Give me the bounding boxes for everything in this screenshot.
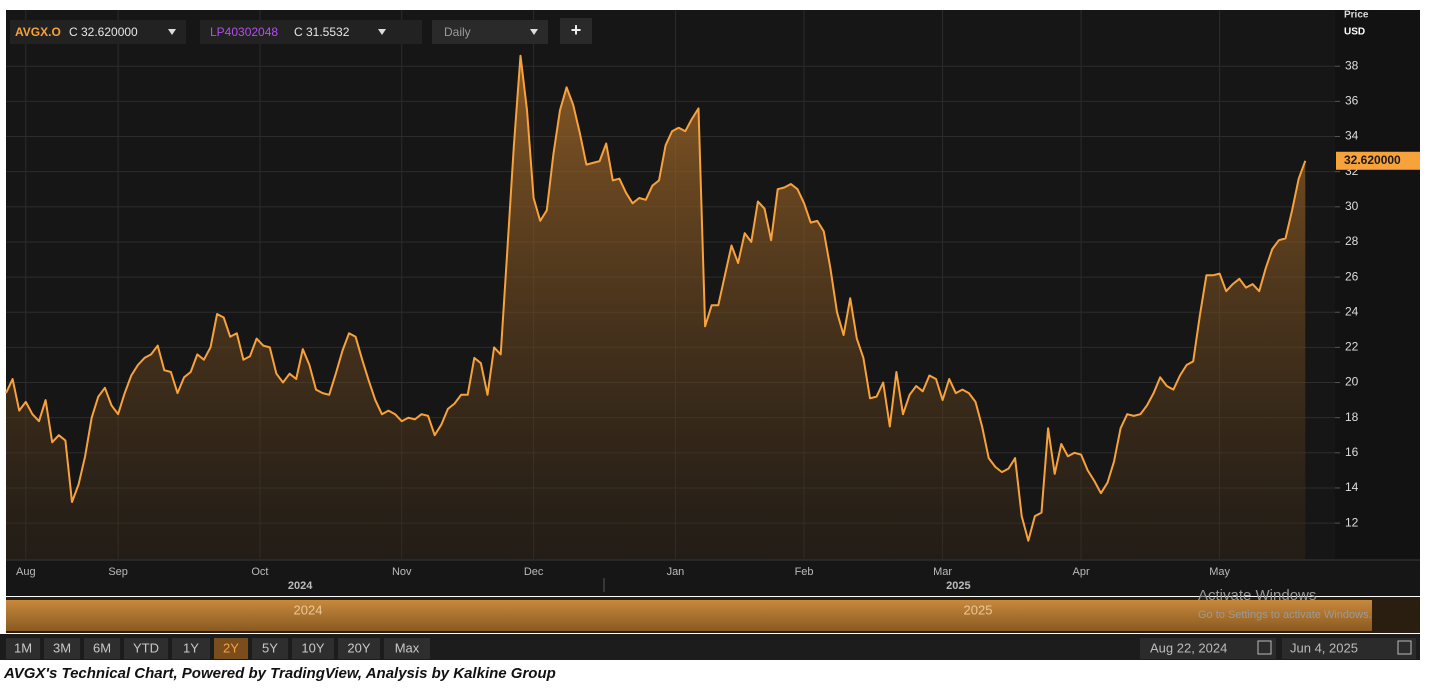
- watermark-text: Go to Settings to activate Windows.: [1198, 609, 1372, 621]
- watermark-title: Activate Windows: [1198, 587, 1316, 604]
- interval-box[interactable]: [432, 20, 548, 44]
- range-button-label: 10Y: [301, 640, 324, 655]
- navigator-window[interactable]: [6, 600, 1372, 631]
- navigator-label: 2025: [964, 602, 993, 617]
- range-button[interactable]: [172, 638, 210, 659]
- range-button-label: YTD: [133, 640, 159, 655]
- date-from: Aug 22, 2024: [1150, 640, 1227, 655]
- plot: [5, 54, 1307, 560]
- range-button-label: 1M: [14, 640, 32, 655]
- x-tick-label: Sep: [108, 566, 128, 578]
- range-button[interactable]: [84, 638, 120, 659]
- price-axis-panel: [1335, 10, 1420, 560]
- x-tick-label: Apr: [1073, 566, 1090, 578]
- calendar-icon[interactable]: [1397, 640, 1412, 655]
- area: [6, 55, 1306, 560]
- y-tick-label: 18: [1345, 410, 1359, 424]
- y-tick-label: 26: [1345, 269, 1359, 283]
- last-price-box: [1336, 151, 1420, 170]
- x-tick-label: Aug: [16, 566, 36, 578]
- year-label: 2025: [946, 580, 970, 592]
- y-tick-label: 38: [1345, 58, 1359, 72]
- dropdown-arrow[interactable]: [168, 29, 176, 35]
- close-price: C 32.620000: [69, 25, 138, 39]
- range-buttons: 1M 3M 6M YTD 1Y 2Y 5Y 10Y 20Y Max: [6, 638, 430, 659]
- x-tick-label: Nov: [392, 566, 412, 578]
- x-tick-label: May: [1209, 566, 1230, 578]
- range-button[interactable]: [292, 638, 334, 659]
- date-to: Jun 4, 2025: [1290, 640, 1358, 655]
- range-button[interactable]: [124, 638, 168, 659]
- range-button-label: 1Y: [183, 640, 199, 655]
- x-tick-label: Feb: [795, 566, 814, 578]
- y-tick-label: 12: [1345, 515, 1359, 529]
- x-tick-label: Jan: [667, 566, 685, 578]
- x-tick-label: Mar: [933, 566, 952, 578]
- year-label: 2024: [288, 580, 313, 592]
- dropdown-arrow[interactable]: [378, 29, 386, 35]
- compare-box[interactable]: [200, 20, 422, 44]
- range-button-label: 20Y: [347, 640, 370, 655]
- range-button-label: 2Y: [223, 640, 239, 655]
- y-tick-label: 22: [1345, 340, 1359, 354]
- range-button[interactable]: [338, 638, 380, 659]
- y-tick-label: 20: [1345, 375, 1359, 389]
- navigator-label: 2024: [294, 602, 323, 617]
- calendar-icon[interactable]: [1257, 640, 1272, 655]
- y-tick-label: 36: [1345, 94, 1359, 108]
- caption: AVGX's Technical Chart, Powered by Tradi…: [3, 665, 556, 682]
- range-button-label: Max: [395, 640, 420, 655]
- axis-title: Price: [1344, 10, 1369, 21]
- range-button-label: 6M: [93, 640, 111, 655]
- dropdown-arrow[interactable]: [530, 29, 538, 35]
- compare-close: C 31.5532: [294, 25, 350, 39]
- symbol-box[interactable]: [10, 20, 186, 44]
- date-from-box[interactable]: [1140, 638, 1276, 659]
- range-button[interactable]: [6, 638, 40, 659]
- currency: USD: [1344, 27, 1365, 38]
- range-button[interactable]: [214, 638, 248, 659]
- y-tick-label: 16: [1345, 445, 1359, 459]
- y-tick-label: 30: [1345, 199, 1359, 213]
- range-button-label: 5Y: [262, 640, 278, 655]
- y-tick-label: 24: [1345, 304, 1359, 318]
- y-tick-label: 34: [1345, 129, 1359, 143]
- x-tick-label: Dec: [524, 566, 544, 578]
- y-tick-label: 28: [1345, 234, 1359, 248]
- range-button-label: 3M: [53, 640, 71, 655]
- symbol: AVGX.O: [15, 25, 61, 39]
- range-button[interactable]: [384, 638, 430, 659]
- range-button[interactable]: [44, 638, 80, 659]
- compare-symbol: LP40302048: [210, 25, 278, 39]
- y-tick-label: 14: [1345, 480, 1359, 494]
- price-line: [5, 54, 1307, 542]
- range-button[interactable]: [252, 638, 288, 659]
- date-to-box[interactable]: [1282, 638, 1416, 659]
- add-button[interactable]: [560, 18, 592, 44]
- interval: Daily: [444, 25, 471, 39]
- add-icon: +: [571, 20, 582, 40]
- last-price-label: 32.620000: [1344, 153, 1401, 167]
- x-tick-label: Oct: [251, 566, 268, 578]
